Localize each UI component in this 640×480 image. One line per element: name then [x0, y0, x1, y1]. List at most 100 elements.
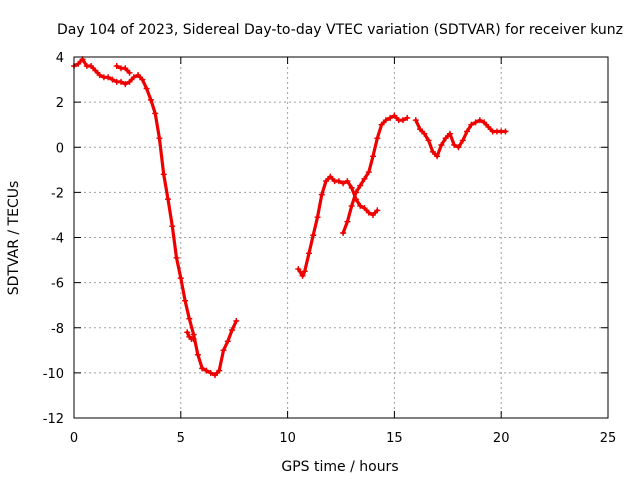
data-point	[233, 317, 240, 324]
data-point	[203, 367, 210, 374]
data-point	[421, 130, 428, 137]
data-point	[130, 74, 137, 81]
series-line	[296, 175, 379, 278]
data-point	[472, 119, 479, 126]
x-tick-label: 20	[493, 431, 510, 446]
data-point	[224, 338, 231, 345]
x-tick-label: 0	[70, 431, 78, 446]
data-point	[301, 268, 308, 275]
data-point	[348, 202, 355, 209]
data-point	[361, 175, 368, 182]
data-point	[122, 65, 129, 72]
data-point	[365, 209, 372, 216]
data-point	[335, 178, 342, 185]
x-tick-label: 25	[600, 431, 617, 446]
data-point	[438, 141, 445, 148]
data-point	[434, 153, 441, 160]
data-point	[109, 76, 116, 83]
data-point	[357, 202, 364, 209]
data-point	[429, 148, 436, 155]
data-point	[318, 191, 325, 198]
data-point	[476, 117, 483, 124]
data-point	[459, 137, 466, 144]
data-point	[184, 329, 191, 336]
plot-frame	[73, 56, 609, 419]
data-point	[164, 196, 171, 203]
data-point	[88, 63, 95, 70]
data-point	[451, 141, 458, 148]
series-arc-1	[71, 56, 240, 379]
chart-title: Day 104 of 2023, Sidereal Day-to-day VTE…	[57, 22, 623, 38]
y-tick-label: -6	[51, 277, 64, 292]
x-axis-title: GPS time / hours	[281, 459, 398, 475]
data-point	[75, 60, 82, 67]
data-point	[340, 180, 347, 187]
y-tick-label: -2	[51, 186, 64, 201]
data-point	[464, 128, 471, 135]
series-arc-4	[295, 173, 381, 279]
data-point	[295, 266, 302, 273]
data-point	[186, 315, 193, 322]
data-point	[417, 126, 424, 133]
data-point	[147, 96, 154, 103]
data-point	[327, 173, 334, 180]
data-point	[92, 67, 99, 74]
data-point	[139, 76, 146, 83]
data-point	[412, 117, 419, 124]
data-point	[340, 229, 347, 236]
data-point	[468, 121, 475, 128]
data-point	[348, 184, 355, 191]
series-line	[414, 118, 508, 158]
data-point	[370, 153, 377, 160]
y-tick-label: -12	[43, 412, 64, 427]
data-point	[199, 365, 206, 372]
data-point	[220, 347, 227, 354]
data-point	[391, 112, 398, 119]
y-tick-label: -4	[51, 232, 64, 247]
data-point	[399, 117, 406, 124]
data-point	[96, 72, 103, 79]
data-point	[374, 207, 381, 214]
data-point	[378, 121, 385, 128]
data-point	[404, 114, 411, 121]
data-point	[160, 171, 167, 178]
series-arc-5	[340, 112, 411, 236]
data-point	[190, 336, 197, 343]
data-point	[211, 372, 218, 379]
data-point	[344, 218, 351, 225]
data-point	[156, 135, 163, 142]
data-point	[229, 327, 236, 334]
data-point	[323, 178, 330, 185]
data-point	[105, 74, 112, 81]
series-arc-2	[113, 63, 133, 76]
data-point	[314, 214, 321, 221]
data-point	[169, 223, 176, 230]
x-tick-label: 10	[279, 431, 296, 446]
y-tick-label: 2	[56, 96, 64, 111]
data-point	[352, 189, 359, 196]
data-point	[117, 78, 124, 85]
data-point	[305, 250, 312, 257]
data-point	[446, 130, 453, 137]
data-point	[126, 69, 133, 76]
series-line	[341, 114, 409, 235]
data-point	[182, 297, 189, 304]
data-point	[113, 63, 120, 70]
data-point	[481, 119, 488, 126]
data-point	[344, 178, 351, 185]
data-point	[122, 81, 129, 88]
x-tick-label: 15	[386, 431, 403, 446]
series-layer	[71, 56, 509, 379]
data-point	[382, 117, 389, 124]
data-point	[370, 211, 377, 218]
data-point	[425, 137, 432, 144]
data-point	[485, 123, 492, 130]
data-point	[177, 275, 184, 282]
y-tick-label: -10	[43, 367, 64, 382]
series-line	[115, 64, 132, 75]
data-point	[455, 144, 462, 151]
y-tick-label: 0	[56, 141, 64, 156]
x-tick-label: 5	[177, 431, 185, 446]
